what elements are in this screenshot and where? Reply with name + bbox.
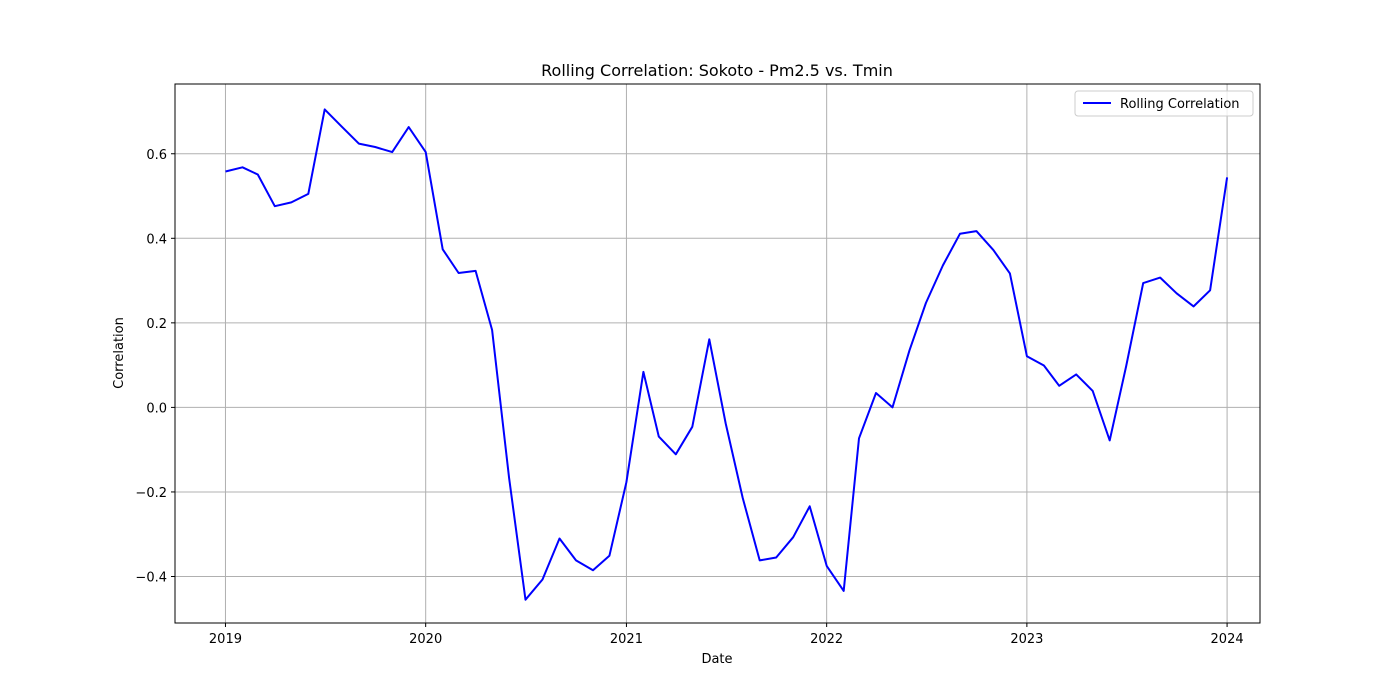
x-tick-label: 2020 [409, 632, 442, 647]
grid-lines [175, 84, 1260, 623]
y-tick-label: 0.0 [146, 401, 167, 416]
y-tick-label: 0.6 [146, 148, 167, 163]
series-layer [225, 108, 1229, 601]
plot-area-frame [174, 83, 1261, 624]
y-axis-label: Correlation [112, 317, 127, 389]
x-tick-label: 2019 [209, 632, 242, 647]
legend-box [1074, 90, 1254, 117]
series-line-rolling-correlation [225, 108, 1229, 601]
legend: Rolling Correlation [1074, 90, 1254, 117]
axis-ticks: 2019 2020 2021 2022 2023 2024 −0.4 −0.2 0.0 0.2 0.… [135, 148, 1243, 647]
x-tick-label: 2024 [1211, 632, 1244, 647]
x-axis-label: Date [701, 652, 732, 667]
y-tick-label: −0.4 [135, 570, 167, 585]
y-tick-label: 0.4 [146, 232, 167, 247]
chart-title: Rolling Correlation: Sokoto - Pm2.5 vs. … [541, 61, 893, 80]
y-tick-label: −0.2 [135, 486, 167, 501]
x-tick-label: 2023 [1010, 632, 1043, 647]
x-tick-label: 2021 [610, 632, 643, 647]
y-tick-label: 0.2 [146, 317, 167, 332]
legend-label: Rolling Correlation [1120, 97, 1240, 112]
x-tick-label: 2022 [810, 632, 843, 647]
